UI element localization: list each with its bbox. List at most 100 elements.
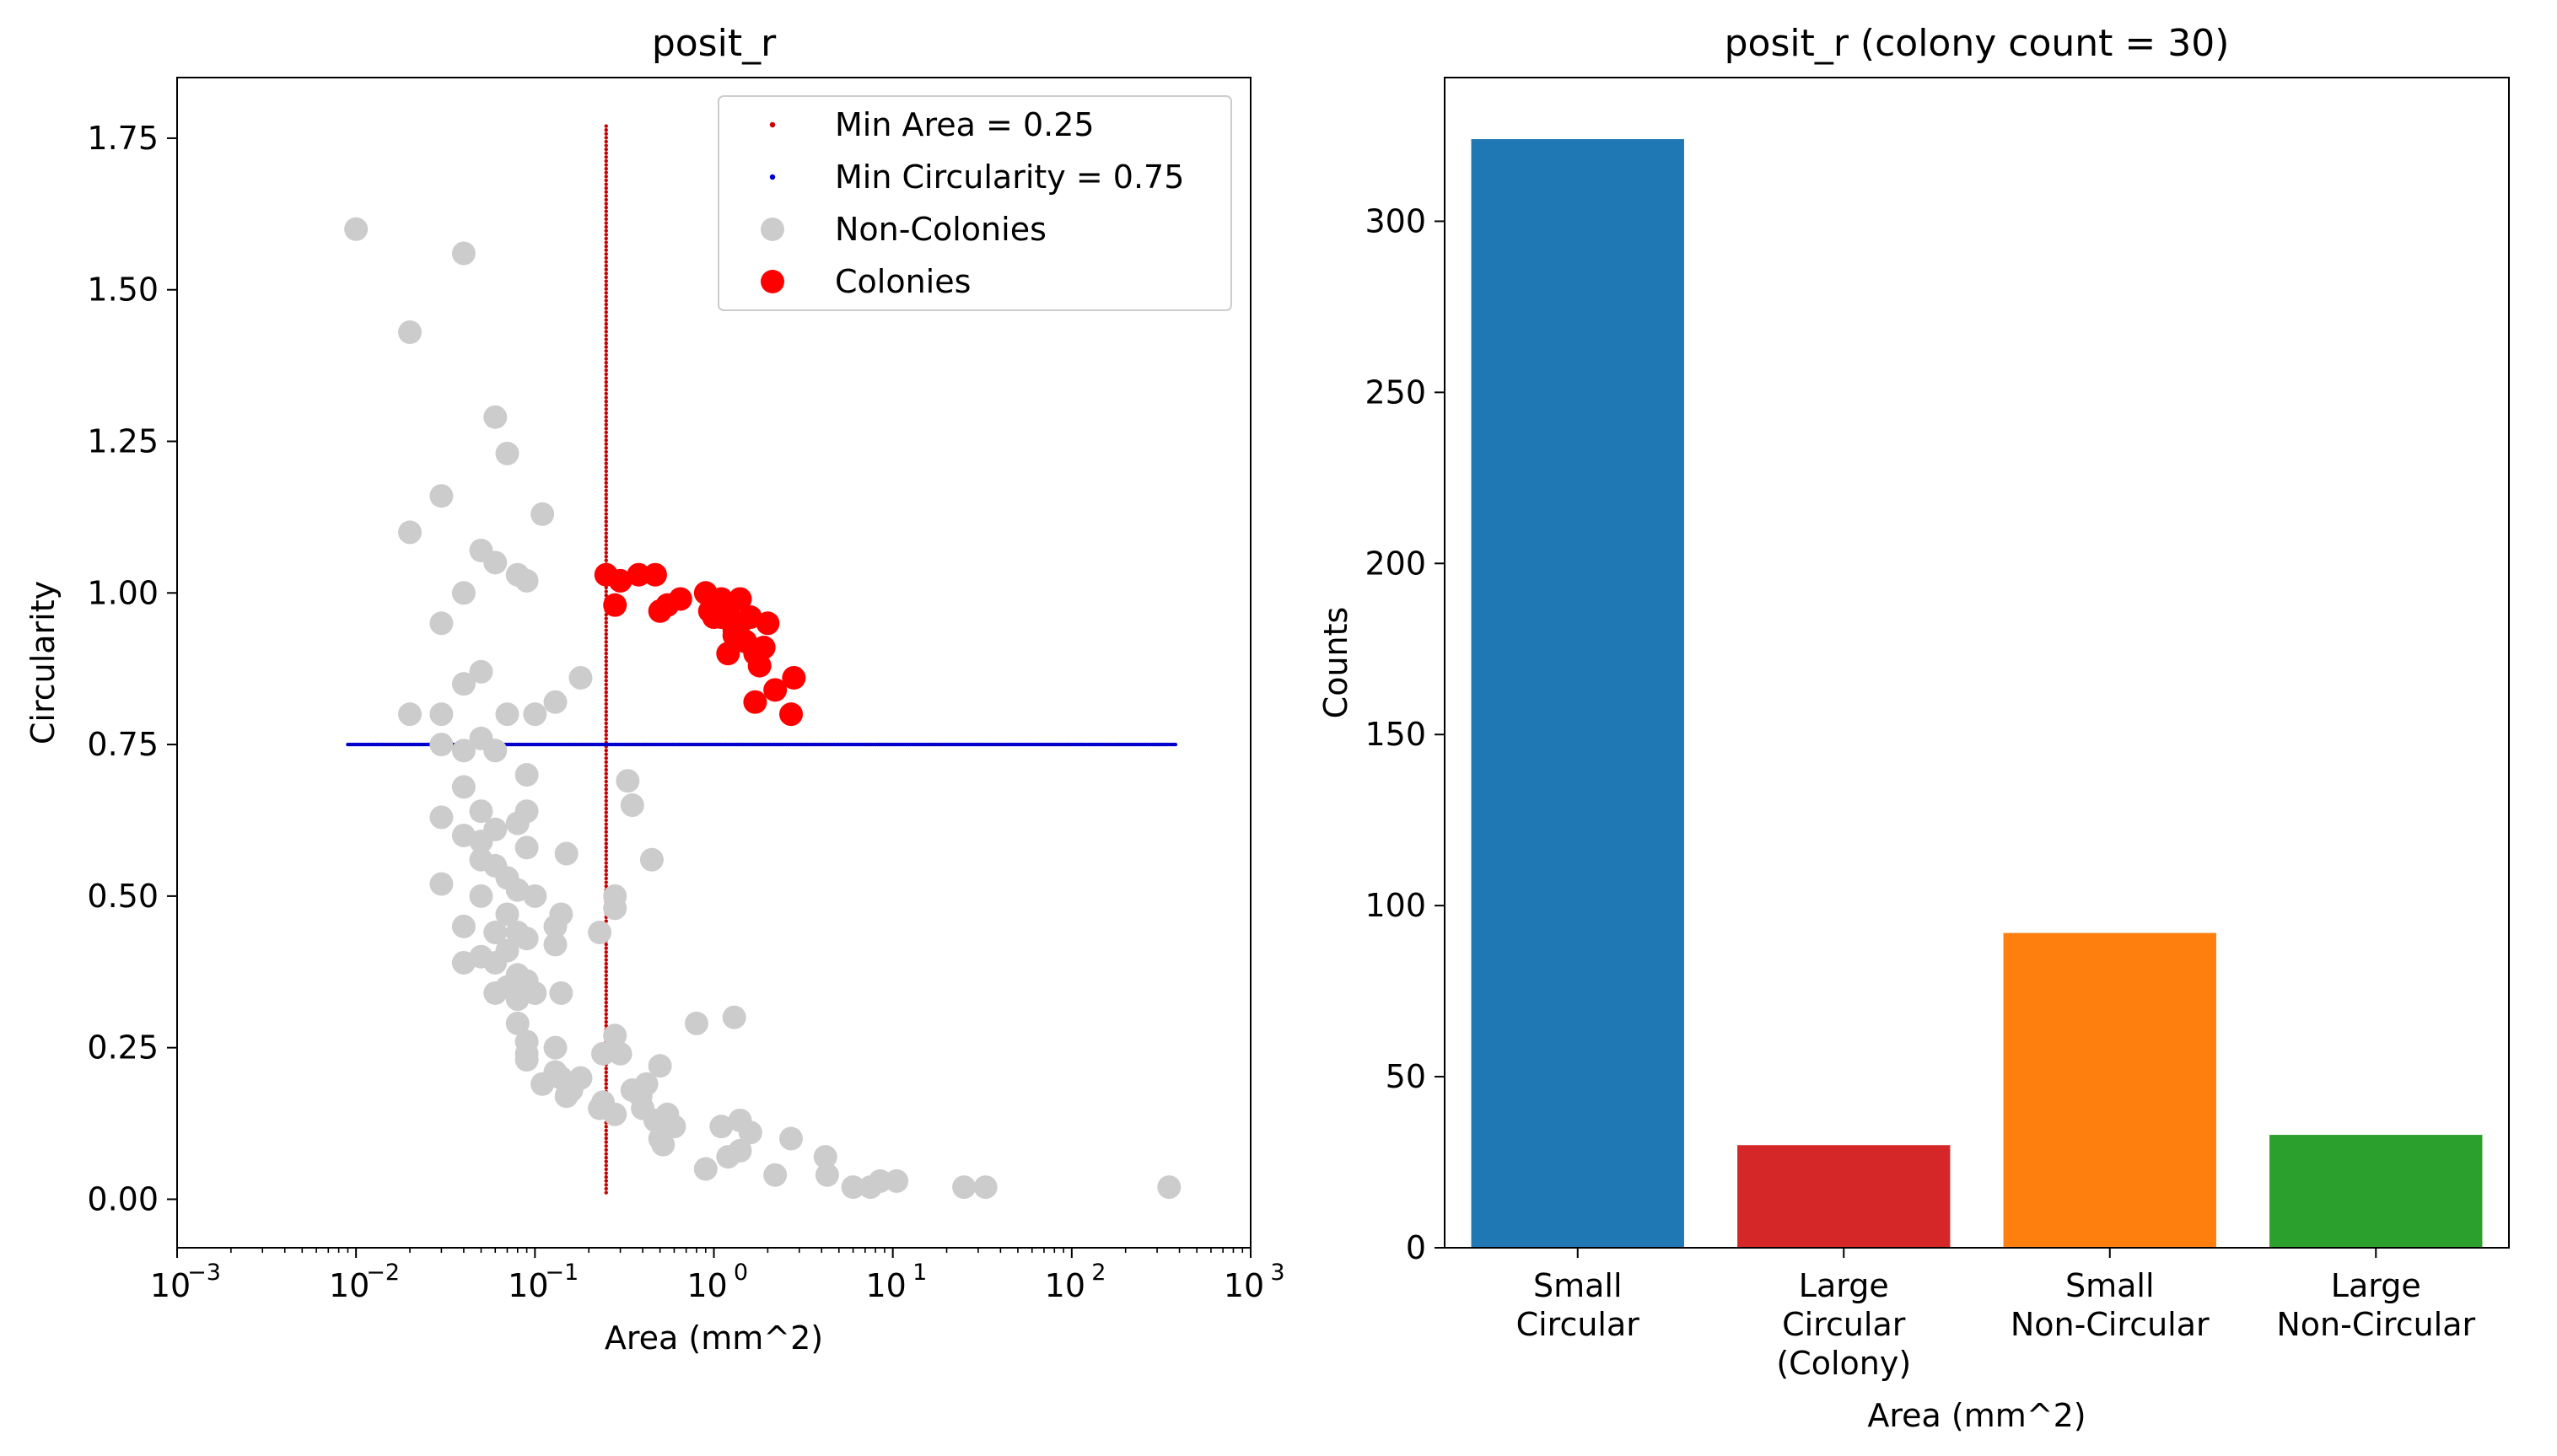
- scatter-title: posit_r: [652, 22, 777, 65]
- y-tick-label: 200: [1365, 545, 1426, 582]
- legend-item-min-circularity-0-75: Min Circularity = 0.75: [769, 158, 1184, 196]
- point-non-colonies: [514, 835, 539, 860]
- y-tick-label: 0.50: [87, 878, 159, 915]
- point-non-colonies: [603, 896, 627, 921]
- x-tick-label: 10: [686, 1267, 727, 1304]
- point-non-colonies: [495, 902, 519, 927]
- point-non-colonies: [549, 981, 573, 1005]
- point-non-colonies: [451, 914, 476, 938]
- point-non-colonies: [841, 1175, 865, 1200]
- point-non-colonies: [543, 690, 568, 714]
- y-tick-label: 0.25: [87, 1029, 159, 1066]
- point-non-colonies: [603, 1102, 627, 1126]
- point-non-colonies: [813, 1145, 837, 1169]
- point-colonies: [697, 599, 722, 623]
- y-tick-label: 150: [1365, 716, 1426, 753]
- point-colonies: [603, 593, 627, 617]
- point-non-colonies: [514, 927, 539, 951]
- point-colonies: [763, 678, 788, 702]
- legend-box: [718, 95, 1232, 311]
- bar-small-circular: [1471, 139, 1684, 1249]
- x-tick-exponent: 2: [1091, 1260, 1106, 1286]
- point-colonies: [747, 653, 772, 678]
- point-non-colonies: [451, 739, 476, 763]
- point-non-colonies: [620, 793, 644, 818]
- point-non-colonies: [469, 830, 493, 854]
- legend-label: Non-Colonies: [835, 211, 1047, 248]
- point-colonies: [738, 605, 762, 630]
- point-non-colonies: [684, 1011, 708, 1035]
- point-non-colonies: [398, 520, 423, 545]
- y-tick-label: 250: [1365, 373, 1426, 411]
- y-tick-label: 50: [1386, 1058, 1426, 1095]
- x-tick-label-large-non-circular: Large Non-Circular: [2276, 1267, 2475, 1343]
- point-non-colonies: [429, 702, 454, 727]
- point-non-colonies: [398, 320, 423, 345]
- point-non-colonies: [738, 1120, 762, 1145]
- x-tick-label: 10: [865, 1267, 906, 1304]
- series-non-colonies: [344, 217, 1182, 1200]
- point-non-colonies: [779, 1126, 804, 1151]
- point-non-colonies: [451, 241, 476, 266]
- point-non-colonies: [523, 884, 547, 908]
- point-non-colonies: [530, 502, 555, 526]
- y-tick-label: 100: [1365, 887, 1426, 924]
- scatter-y-axis-ticks: 0.00 0.25 0.50 0.75 1.00 1.25 1.50 1.75: [87, 120, 177, 1217]
- point-non-colonies: [429, 733, 454, 757]
- point-non-colonies: [591, 1041, 616, 1066]
- point-non-colonies: [648, 1054, 672, 1078]
- legend-label: Min Area = 0.25: [835, 106, 1095, 143]
- y-tick-label: 300: [1365, 202, 1426, 239]
- point-non-colonies: [483, 405, 508, 429]
- point-non-colonies: [451, 581, 476, 605]
- bar-title: posit_r (colony count = 30): [1725, 22, 2230, 65]
- point-non-colonies: [514, 763, 539, 787]
- point-non-colonies: [608, 1041, 633, 1066]
- point-non-colonies: [554, 841, 579, 866]
- x-tick-exponent: −2: [366, 1260, 400, 1286]
- bar-small-non-circular: [2003, 932, 2216, 1248]
- x-tick-label: 10: [329, 1267, 369, 1304]
- point-non-colonies: [859, 1175, 883, 1200]
- point-non-colonies: [554, 1084, 579, 1109]
- scatter-legend: Min Area = 0.25 Min Circularity = 0.75 Non…: [718, 95, 1232, 311]
- point-colonies: [782, 665, 806, 690]
- threshold-line-min-area: [604, 124, 608, 1195]
- point-non-colonies: [885, 1169, 909, 1193]
- series-colonies: [594, 562, 806, 727]
- x-tick-exponent: 0: [734, 1260, 748, 1286]
- y-tick-label: 0.00: [87, 1180, 159, 1217]
- bar-plot-frame: [1444, 77, 2510, 1249]
- point-non-colonies: [722, 1005, 746, 1029]
- y-tick-label: 0: [1406, 1229, 1426, 1266]
- y-tick-label: 1.00: [87, 574, 159, 611]
- point-non-colonies: [643, 1108, 667, 1132]
- legend-marker: [769, 174, 776, 180]
- bar-x-axis-ticks: Small Circular Large Circular (Colony) Small N…: [1516, 1248, 2476, 1382]
- point-colonies: [728, 587, 752, 611]
- bar-y-axis-ticks: 0 50 100 150 200 250 300: [1365, 202, 1445, 1266]
- threshold-lines: [346, 124, 1178, 1195]
- point-non-colonies: [495, 441, 519, 465]
- point-colonies: [716, 642, 740, 666]
- point-non-colonies: [543, 1035, 568, 1060]
- point-non-colonies: [451, 672, 476, 696]
- point-non-colonies: [588, 921, 612, 945]
- point-non-colonies: [429, 805, 454, 830]
- y-tick-label: 1.50: [87, 271, 159, 309]
- point-non-colonies: [505, 987, 530, 1012]
- point-non-colonies: [483, 739, 508, 763]
- bar-y-axis-label: Counts: [1317, 607, 1354, 719]
- point-non-colonies: [429, 872, 454, 896]
- x-tick-label: 10: [1224, 1267, 1264, 1304]
- bar-large-non-circular: [2269, 1135, 2483, 1248]
- bar-large-circular-colony: [1737, 1145, 1951, 1248]
- point-non-colonies: [973, 1175, 998, 1200]
- point-non-colonies: [763, 1163, 788, 1187]
- point-non-colonies: [616, 769, 640, 793]
- legend-marker: [769, 121, 776, 128]
- x-tick-label-small-circular: Small Circular: [1516, 1267, 1640, 1343]
- legend-item-colonies: Colonies: [761, 263, 971, 300]
- point-colonies: [743, 690, 767, 714]
